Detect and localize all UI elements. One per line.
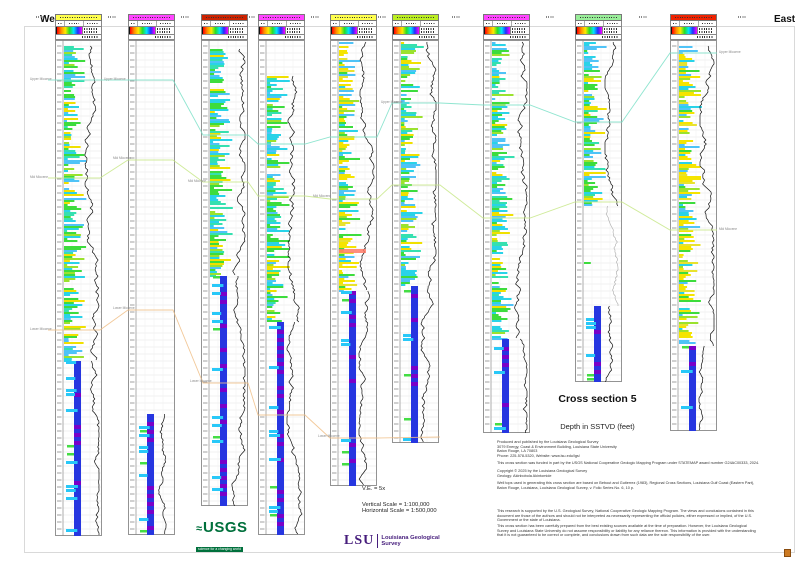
well-spacing-annotation — [108, 16, 117, 18]
usgs-wordmark: USGS — [203, 519, 248, 536]
depth-reference-label: Depth in SSTVD (feet) — [560, 422, 635, 431]
well-header-params — [128, 21, 175, 27]
well-log-track — [258, 14, 305, 535]
well-log-plot — [55, 40, 102, 536]
well-log-track — [55, 14, 102, 536]
well-header-bar — [575, 14, 622, 21]
gr-colorbar — [56, 27, 83, 34]
credits-paragraph: Copyright © 2025 by the Louisiana Geolog… — [497, 469, 588, 478]
well-log-plot — [258, 40, 305, 535]
well-header-colorbar — [330, 27, 377, 35]
well-header-params — [670, 21, 717, 27]
credits-paragraph: This research is supported by the U.S. G… — [497, 509, 754, 523]
well-header-params — [55, 21, 102, 27]
usgs-logo: ≈USGS science for a changing world — [196, 519, 248, 555]
well-header-params — [330, 21, 377, 27]
corner-mark-icon — [784, 549, 791, 557]
usgs-tagline: science for a changing world — [196, 546, 243, 552]
title-block: Cross section 5 Depth in SSTVD (feet) — [520, 393, 675, 431]
credits-paragraph: This cross section was funded in part by… — [497, 461, 760, 465]
well-spacing-annotation — [738, 16, 747, 18]
gr-colorbar — [484, 27, 511, 34]
well-spacing-annotation — [247, 16, 256, 18]
well-header-bar — [330, 14, 377, 21]
well-header-colorbar — [483, 27, 530, 35]
well-header-params — [483, 21, 530, 27]
credits-paragraph: This cross section has been carefully pr… — [497, 524, 756, 538]
vertical-scale-label: Vertical Scale = 1:100,000 — [362, 501, 430, 508]
well-header-bar — [55, 14, 102, 21]
section-title: Cross section 5 — [558, 393, 637, 405]
gr-colorbar — [576, 27, 603, 34]
well-log-plot — [201, 40, 248, 506]
well-log-track — [483, 14, 530, 433]
well-log-plot — [128, 40, 175, 535]
well-header-bar — [392, 14, 439, 21]
well-log-plot — [330, 40, 377, 486]
well-spacing-annotation — [311, 16, 320, 18]
gr-colorbar — [331, 27, 358, 34]
well-header-colorbar — [55, 27, 102, 35]
well-log-plot — [670, 40, 717, 431]
gr-colorbar — [259, 27, 286, 34]
lsu-logo: LSU Louisiana Geological Survey — [344, 533, 440, 549]
well-header-bar — [670, 14, 717, 21]
credits-paragraph: Well tops used in generating this cross … — [497, 481, 755, 490]
east-label: East — [774, 14, 796, 25]
well-header-sub — [201, 35, 248, 40]
gr-colorbar — [393, 27, 420, 34]
gr-colorbar — [202, 27, 229, 34]
well-spacing-annotation — [452, 16, 461, 18]
well-header-bar — [258, 14, 305, 21]
well-header-colorbar — [392, 27, 439, 35]
usgs-wave-icon: ≈ — [196, 523, 203, 535]
gr-colorbar — [129, 27, 156, 34]
well-header-sub — [55, 35, 102, 40]
well-header-sub — [670, 35, 717, 40]
well-header-params — [201, 21, 248, 27]
well-spacing-annotation — [181, 16, 190, 18]
well-log-track — [128, 14, 175, 535]
horizontal-scale-label: Horizontal Scale = 1:500,000 — [362, 508, 437, 515]
well-log-plot — [575, 40, 622, 382]
well-log-plot — [483, 40, 530, 433]
well-header-sub — [392, 35, 439, 40]
well-header-params — [392, 21, 439, 27]
lsu-divider — [377, 534, 379, 548]
lsu-org-line1: Louisiana Geological — [381, 534, 440, 541]
well-header-bar — [128, 14, 175, 21]
well-header-colorbar — [670, 27, 717, 35]
well-spacing-annotation — [639, 16, 648, 18]
well-header-params — [575, 21, 622, 27]
well-header-sub — [258, 35, 305, 40]
west-label: West — [40, 14, 64, 25]
well-header-colorbar — [201, 27, 248, 35]
well-header-sub — [330, 35, 377, 40]
well-header-colorbar — [128, 27, 175, 35]
lsu-org-line2: Survey — [381, 541, 401, 547]
well-spacing-annotation — [546, 16, 555, 18]
well-header-colorbar — [575, 27, 622, 35]
well-log-plot — [392, 40, 439, 443]
scale-block: V.E. = 5x Vertical Scale = 1:100,000 Hor… — [362, 486, 437, 515]
credits-paragraph: Produced and published by the Louisiana … — [497, 440, 617, 459]
well-header-sub — [483, 35, 530, 40]
well-spacing-annotation — [36, 16, 45, 18]
well-spacing-annotation — [378, 16, 387, 18]
well-log-track — [670, 14, 717, 431]
well-header-colorbar — [258, 27, 305, 35]
well-header-sub — [575, 35, 622, 40]
well-header-bar — [483, 14, 530, 21]
well-log-track — [575, 14, 622, 382]
lsu-wordmark: LSU — [344, 533, 375, 548]
gr-colorbar — [671, 27, 698, 34]
well-log-track — [330, 14, 377, 486]
well-log-track — [201, 14, 248, 506]
well-log-track — [392, 14, 439, 443]
vertical-exaggeration-label: V.E. = 5x — [362, 486, 386, 492]
well-header-sub — [128, 35, 175, 40]
well-header-bar — [201, 14, 248, 21]
well-header-params — [258, 21, 305, 27]
